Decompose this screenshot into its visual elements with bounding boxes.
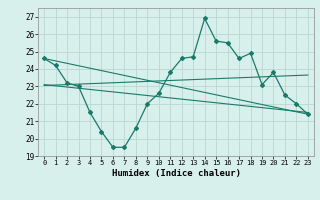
X-axis label: Humidex (Indice chaleur): Humidex (Indice chaleur) (111, 169, 241, 178)
